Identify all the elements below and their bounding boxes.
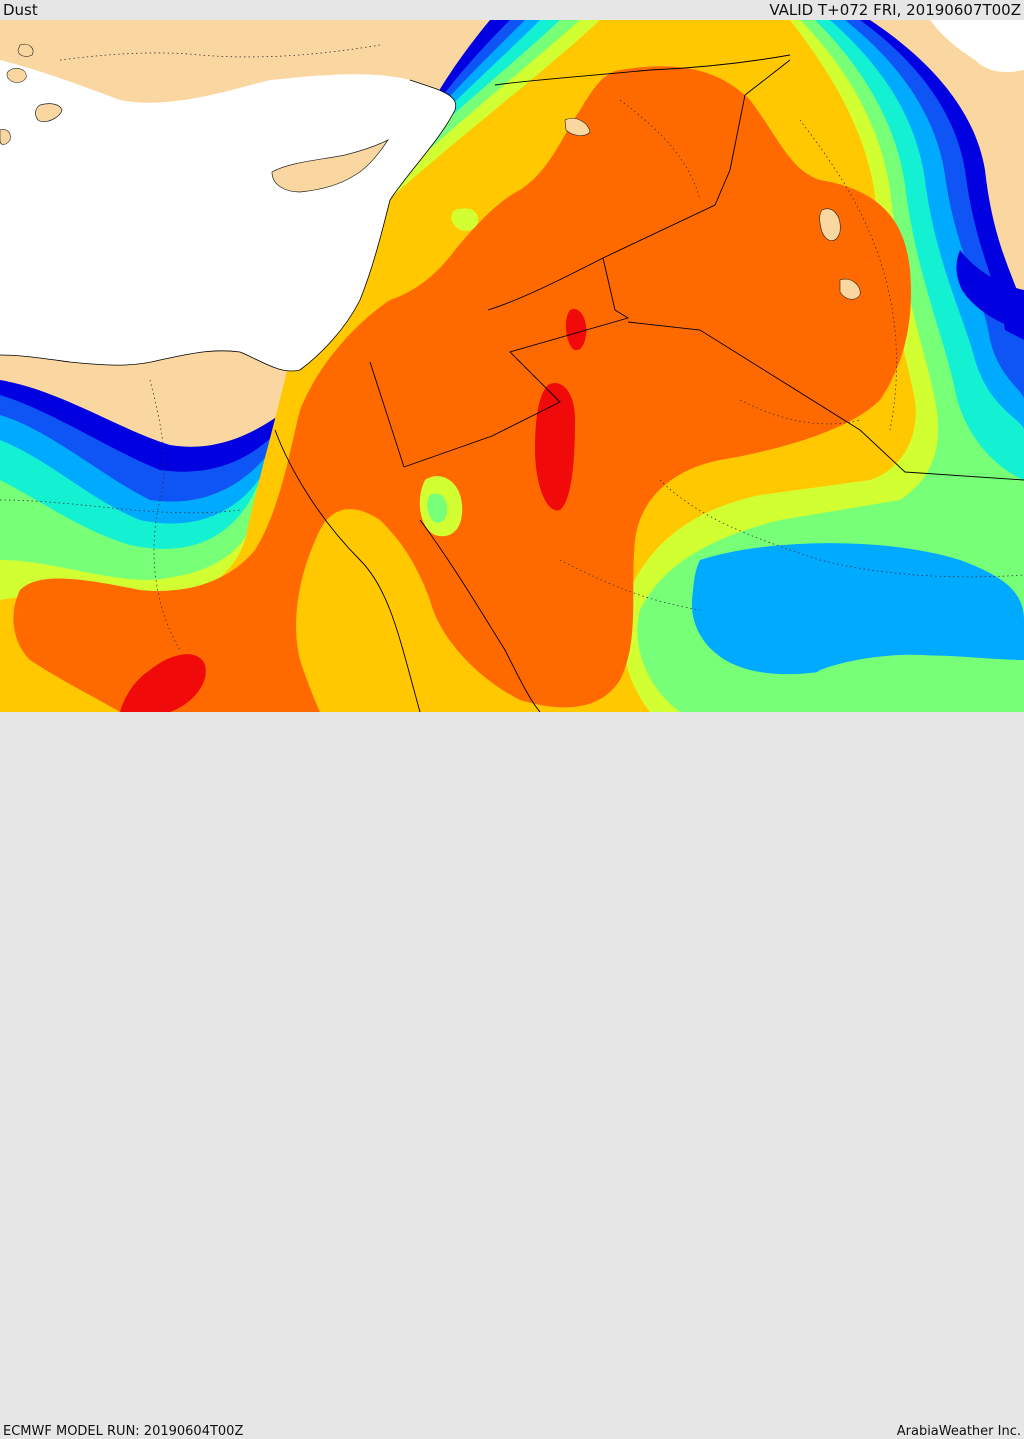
egypt-israel-border [369,361,405,468]
dotted-border-5 [799,119,897,431]
model-run-label: ECMWF MODEL RUN: 20190604T00Z [3,1424,244,1439]
dotted-border-2 [149,379,181,651]
tharthar-lake [819,208,841,241]
footer-bar: ECMWF MODEL RUN: 20190604T00Z ArabiaWeat… [0,712,1024,1439]
dust-level-8-spot [243,685,271,705]
lake-assad [564,118,591,136]
dust-level-7-patch [390,567,423,633]
dust-level-5-field-se [800,654,1024,712]
mediterranean-sea [0,60,456,371]
dotted-border-4 [619,99,701,201]
dust-level-8 [13,66,911,712]
razzaza-lake [839,278,861,300]
iraq-saudi-border [627,321,1024,481]
dust-level-6-island [451,208,479,231]
cyprus-island [271,139,390,193]
dotted-border-7 [559,559,701,611]
turkey-syria-border [494,54,791,86]
dust-level-9-c [120,654,206,712]
dust-level-9-b [535,383,575,511]
country-borders [274,54,1024,712]
dotted-border-1 [59,44,381,61]
red-sea-coast-east [419,519,541,712]
dust-level-3-field-east [691,543,1024,675]
aegean-islands [0,43,34,145]
dotted-border-6 [659,479,1024,578]
header-bar: Dust VALID T+072 FRI, 20190607T00Z [0,0,1024,20]
dotted-border-8 [739,399,861,425]
province-borders [0,44,1024,651]
dust-level-5-patch [427,493,448,523]
dust-contours [0,20,1024,712]
crete-island [35,103,63,123]
syria-jordan-border [487,59,791,311]
sinai-coast [274,429,421,712]
dust-level-9-a [565,309,587,351]
syria-iraq-border [403,257,630,468]
map-canvas[interactable] [0,20,1024,712]
caspian-sea [930,20,1024,72]
product-title: Dust [3,1,38,19]
persian-gulf [956,250,1024,330]
valid-time-label: VALID T+072 FRI, 20190607T00Z [769,1,1021,19]
coastline [0,79,457,372]
credit-label: ArabiaWeather Inc. [896,1424,1021,1439]
